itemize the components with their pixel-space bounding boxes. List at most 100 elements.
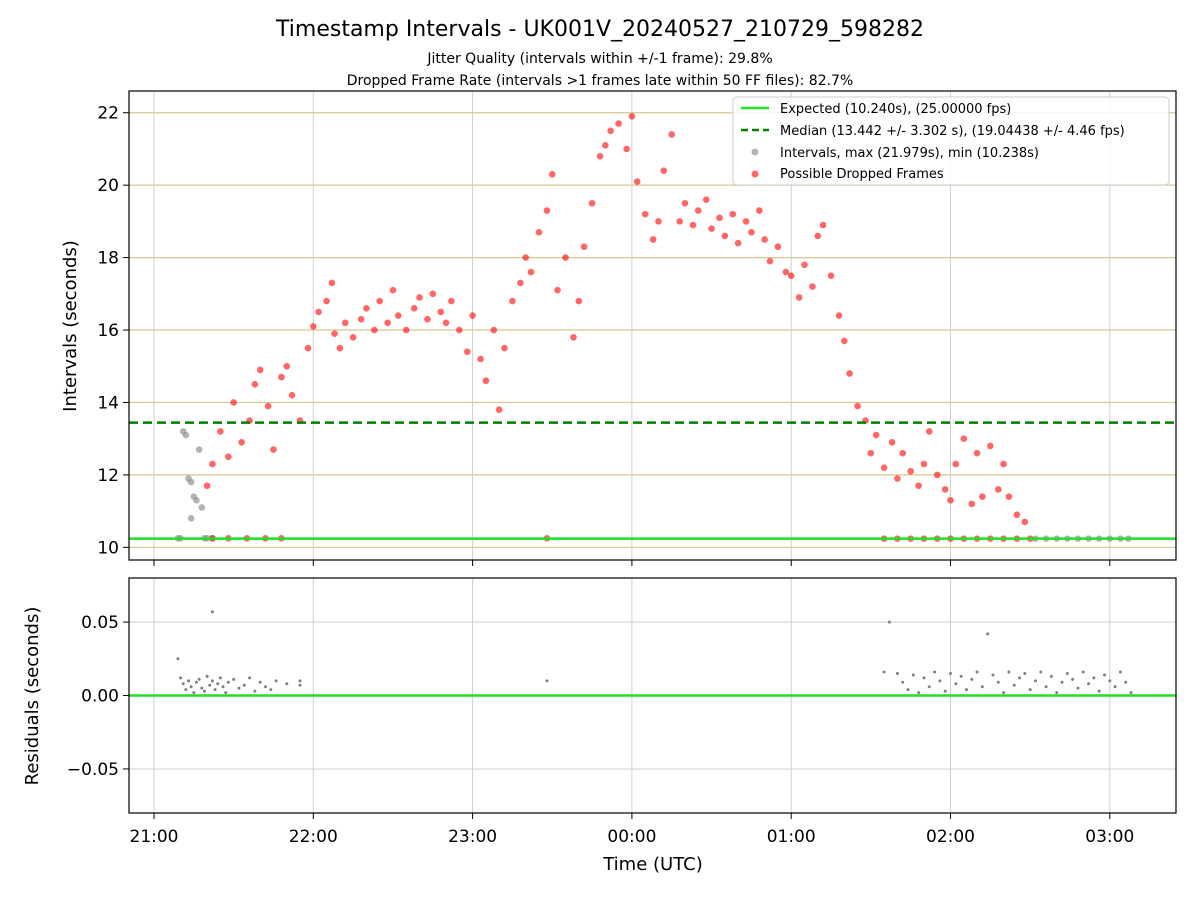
dropped-frame-point [543,207,551,214]
dropped-frame-point [899,449,907,457]
dropped-frame-point [867,449,875,457]
dropped-frame-point [251,381,259,388]
dropped-frame-point [495,406,503,414]
dropped-frame-point [570,333,577,341]
dropped-frame-point [389,286,397,294]
dropped-frame-point [925,428,933,435]
residual-point [264,685,268,689]
dropped-frame-point [437,308,445,316]
dropped-frame-point [854,402,861,410]
dropped-frame-point [814,232,822,240]
dropped-frame-point [509,297,516,305]
dropped-frame-point [729,210,737,218]
residual-point [242,683,246,687]
residual-point [964,688,968,692]
dropped-frame-point [721,232,729,240]
dropped-frame-point [363,304,370,312]
dropped-frame-point [761,236,768,243]
residual-point [954,682,958,686]
interval-point [198,504,206,511]
residual-point [187,679,191,683]
residual-point [943,689,947,693]
dropped-frame-point [384,319,391,327]
residuals-ytick-label: 0.00 [81,687,119,707]
residual-point [197,677,201,681]
residuals-points [176,610,1133,695]
dropped-frame-point [960,435,968,442]
residual-point [991,673,995,677]
intervals-ytick-label: 18 [97,249,119,269]
residual-point [970,677,974,681]
x-tick-label: 23:00 [448,827,497,847]
legend-intervals-swatch [751,148,759,156]
residual-point [1039,670,1043,674]
dropped-frame-point [888,438,896,446]
residual-point [181,682,185,686]
residual-point [933,670,937,674]
intervals-ytick-label: 12 [97,466,119,486]
dropped-frame-point [994,486,1002,493]
x-tick-label: 22:00 [289,827,338,847]
dropped-frame-point [756,207,763,214]
residual-point [274,679,278,683]
dropped-frame-point [915,482,922,490]
residual-point [1092,676,1096,680]
dropped-frame-point [795,294,803,301]
x-tick-label: 02:00 [926,827,975,847]
residual-point [1065,671,1069,675]
legend-box [732,96,1170,186]
dropped-frame-point [217,428,224,435]
residual-point [237,686,241,690]
dropped-frame-point [331,330,338,337]
residual-point [202,689,206,693]
dropped-frame-point [748,228,755,236]
residual-point [1108,679,1112,683]
dropped-frame-point [809,283,816,290]
dropped-frame-point [424,315,431,323]
residual-point [189,685,193,689]
dropped-frame-point [596,152,604,160]
residual-point [1097,689,1101,693]
residual-point [232,677,236,681]
residuals-panel: 0.05 0.00 −0.05 21:00 22:00 23:00 00:00 01:00 0… [22,577,1177,875]
residual-point [1007,670,1011,674]
intervals-reference-lines [129,421,1176,540]
dropped-frame-point [522,254,529,261]
dropped-frame-point [947,496,954,504]
residual-point [949,671,952,675]
x-tick-label: 03:00 [1085,827,1134,847]
residual-point [258,680,262,684]
dropped-frame-point [835,312,843,319]
intervals-ytick-label: 20 [97,176,119,196]
residual-point [226,680,230,684]
residual-point [1028,688,1032,692]
residual-point [1049,674,1053,678]
dropped-frame-point [623,145,630,153]
dropped-frame-point [827,272,835,280]
legend-dropped-swatch [751,170,759,178]
dropped-frame-point [535,228,543,236]
residual-point [1124,680,1128,684]
dropped-frame-point [1013,511,1021,519]
dropped-frame-point [203,482,211,490]
dropped-frame-point [708,225,715,232]
residual-point [980,685,984,689]
dropped-frame-point [238,438,245,446]
residual-point [1002,691,1006,695]
dropped-frame-point [448,297,455,305]
residual-point [221,685,225,689]
residual-point [1102,673,1106,677]
dropped-frame-point [615,120,622,127]
dropped-frame-point [554,286,561,294]
dropped-frame-point [941,486,949,493]
residuals-y-ticks: 0.05 0.00 −0.05 [67,613,129,780]
dropped-frame-point [819,221,827,229]
dropped-frame-point [880,464,888,471]
residual-point [1113,685,1117,689]
intervals-panel: 10 12 14 16 18 20 22 Intervals (seconds) [60,90,1177,566]
dropped-frame-point [310,323,317,330]
dropped-frame-point [774,243,782,251]
dropped-frame-point [429,290,437,298]
residual-point [882,670,886,674]
